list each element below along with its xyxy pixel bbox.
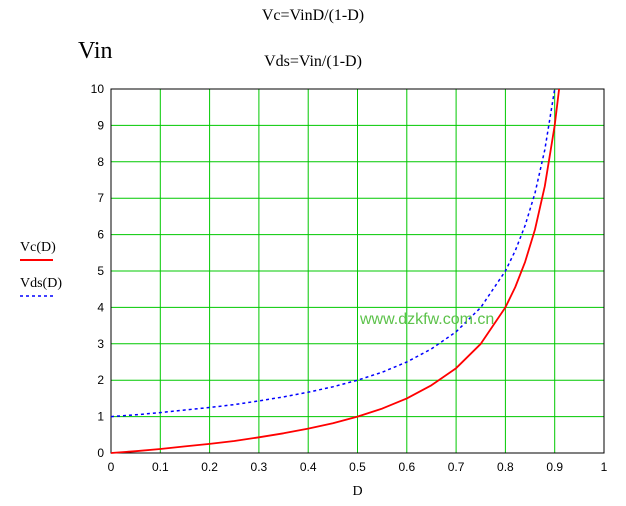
y-tick-label: 10 [91, 82, 105, 96]
y-tick-label: 0 [97, 446, 104, 460]
x-tick-label: 0.5 [349, 460, 366, 474]
x-axis-label: D [352, 484, 363, 499]
legend-swatch-vc [20, 259, 53, 261]
series-line-vds [110, 88, 556, 418]
y-tick-label: 9 [97, 118, 104, 132]
plot-frame [110, 88, 605, 454]
y-tick-label: 6 [97, 228, 104, 242]
y-axis-label: Vin [78, 38, 113, 64]
y-tick-label: 1 [97, 410, 104, 424]
x-tick-label: 0.3 [251, 460, 268, 474]
y-tick-label: 4 [97, 300, 104, 314]
legend-label-vc: Vc(D) [20, 240, 56, 255]
x-tick-label: 0.8 [497, 460, 514, 474]
legend-entry-vds: Vds(D) [20, 276, 62, 302]
x-tick-label: 0.7 [448, 460, 465, 474]
x-tick-label: 0 [108, 460, 115, 474]
formula-vds: Vds=Vin/(1-D) [264, 53, 362, 70]
x-tick-label: 0.1 [152, 460, 169, 474]
x-tick-label: 0.4 [300, 460, 317, 474]
watermark-text: www.dzkfw.com.cn [360, 311, 495, 328]
legend-entry-vc: Vc(D) [20, 240, 60, 266]
legend-label-vds: Vds(D) [20, 276, 62, 291]
y-tick-label: 2 [97, 373, 104, 387]
x-tick-label: 0.9 [546, 460, 563, 474]
x-tick-label: 0.6 [398, 460, 415, 474]
x-tick-label: 0.2 [201, 460, 218, 474]
x-tick-label: 1 [601, 460, 608, 474]
series-line-vc [110, 88, 560, 454]
y-tick-label: 8 [97, 155, 104, 169]
y-tick-label: 7 [97, 191, 104, 205]
y-tick-label: 5 [97, 264, 104, 278]
y-tick-label: 3 [97, 337, 104, 351]
formula-vc: Vc=VinD/(1-D) [261, 7, 365, 24]
